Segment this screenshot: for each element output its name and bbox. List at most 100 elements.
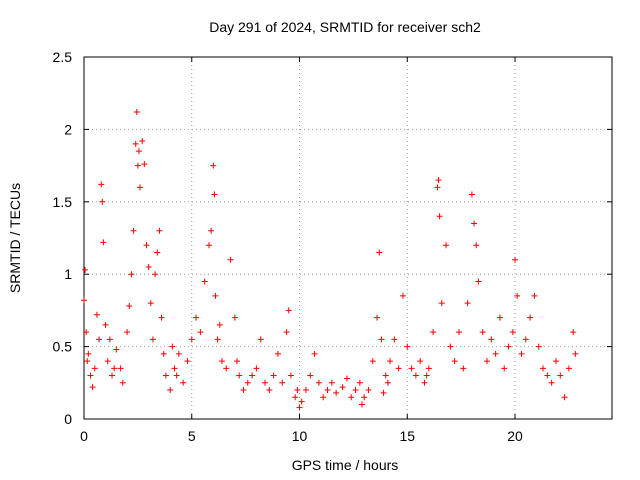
data-point — [501, 365, 508, 372]
data-point — [201, 278, 208, 285]
data-point — [535, 343, 542, 350]
data-point — [425, 365, 432, 372]
data-point — [380, 389, 387, 396]
data-point — [205, 242, 212, 249]
data-point — [404, 343, 411, 350]
data-point — [307, 372, 314, 379]
data-point — [132, 140, 139, 147]
data-point — [378, 336, 385, 343]
data-point — [231, 314, 238, 321]
data-point — [104, 358, 111, 365]
data-point — [137, 184, 144, 191]
data-point — [81, 297, 87, 304]
grid-lines — [84, 57, 612, 419]
data-point — [154, 249, 161, 256]
y-tick-label: 1 — [64, 266, 72, 282]
data-point — [266, 387, 273, 394]
data-point — [417, 358, 424, 365]
data-point — [218, 358, 225, 365]
data-point — [167, 387, 174, 394]
data-point — [270, 372, 277, 379]
data-point — [496, 314, 503, 321]
data-point — [82, 266, 89, 273]
data-point — [236, 372, 243, 379]
data-point — [193, 314, 200, 321]
data-point — [214, 336, 221, 343]
data-point — [89, 384, 96, 391]
data-point — [451, 358, 458, 365]
chart-title: Day 291 of 2024, SRMTID for receiver sch… — [209, 19, 481, 35]
data-point — [522, 336, 529, 343]
data-point — [111, 365, 118, 372]
data-point — [395, 365, 402, 372]
data-point — [133, 109, 140, 116]
data-point — [365, 387, 372, 394]
data-point — [356, 379, 363, 386]
data-point — [565, 365, 572, 372]
data-point — [412, 372, 419, 379]
data-point — [173, 372, 180, 379]
data-point — [421, 379, 428, 386]
data-point — [119, 379, 126, 386]
data-point — [460, 365, 467, 372]
data-point — [531, 292, 538, 299]
data-point — [492, 350, 499, 357]
data-point — [128, 271, 135, 278]
data-point — [99, 198, 106, 205]
data-point — [423, 372, 430, 379]
data-point — [324, 387, 331, 394]
data-point — [216, 321, 223, 328]
data-point — [540, 365, 547, 372]
x-tick-label: 15 — [399, 428, 415, 444]
data-point — [296, 404, 303, 411]
data-point — [352, 387, 359, 394]
data-point — [152, 271, 159, 278]
data-point — [274, 350, 281, 357]
data-point — [283, 329, 290, 336]
data-point — [479, 329, 486, 336]
data-point — [124, 329, 131, 336]
x-tick-label: 5 — [188, 428, 196, 444]
data-point — [223, 365, 230, 372]
data-point — [158, 314, 165, 321]
data-point — [552, 358, 559, 365]
data-point — [91, 365, 98, 372]
data-point — [93, 311, 100, 318]
data-point — [302, 387, 309, 394]
data-point — [572, 350, 579, 357]
data-point — [234, 358, 241, 365]
data-point — [343, 375, 350, 382]
data-point — [434, 184, 441, 191]
data-point — [100, 239, 107, 246]
data-point — [211, 191, 218, 198]
data-point — [149, 336, 156, 343]
data-point — [505, 343, 512, 350]
data-point — [98, 181, 105, 188]
data-point — [147, 300, 154, 307]
data-point — [544, 372, 551, 379]
data-point — [315, 379, 322, 386]
data-point — [240, 387, 247, 394]
data-point — [292, 394, 299, 401]
y-tick-label: 2 — [64, 121, 72, 137]
data-point — [455, 329, 462, 336]
data-point — [287, 372, 294, 379]
data-point — [408, 365, 415, 372]
data-point — [208, 227, 215, 234]
data-point — [156, 227, 163, 234]
data-point — [169, 343, 176, 350]
y-tick-label: 0.5 — [53, 339, 73, 355]
data-point — [96, 336, 103, 343]
data-point — [84, 358, 91, 365]
data-point — [387, 358, 394, 365]
data-point — [443, 242, 450, 249]
data-point — [227, 256, 234, 263]
data-point — [557, 372, 564, 379]
data-point — [87, 372, 94, 379]
data-point — [141, 161, 148, 168]
data-point — [139, 137, 146, 144]
data-point — [160, 350, 167, 357]
y-tick-label: 2.5 — [53, 49, 73, 65]
data-point — [512, 256, 519, 263]
